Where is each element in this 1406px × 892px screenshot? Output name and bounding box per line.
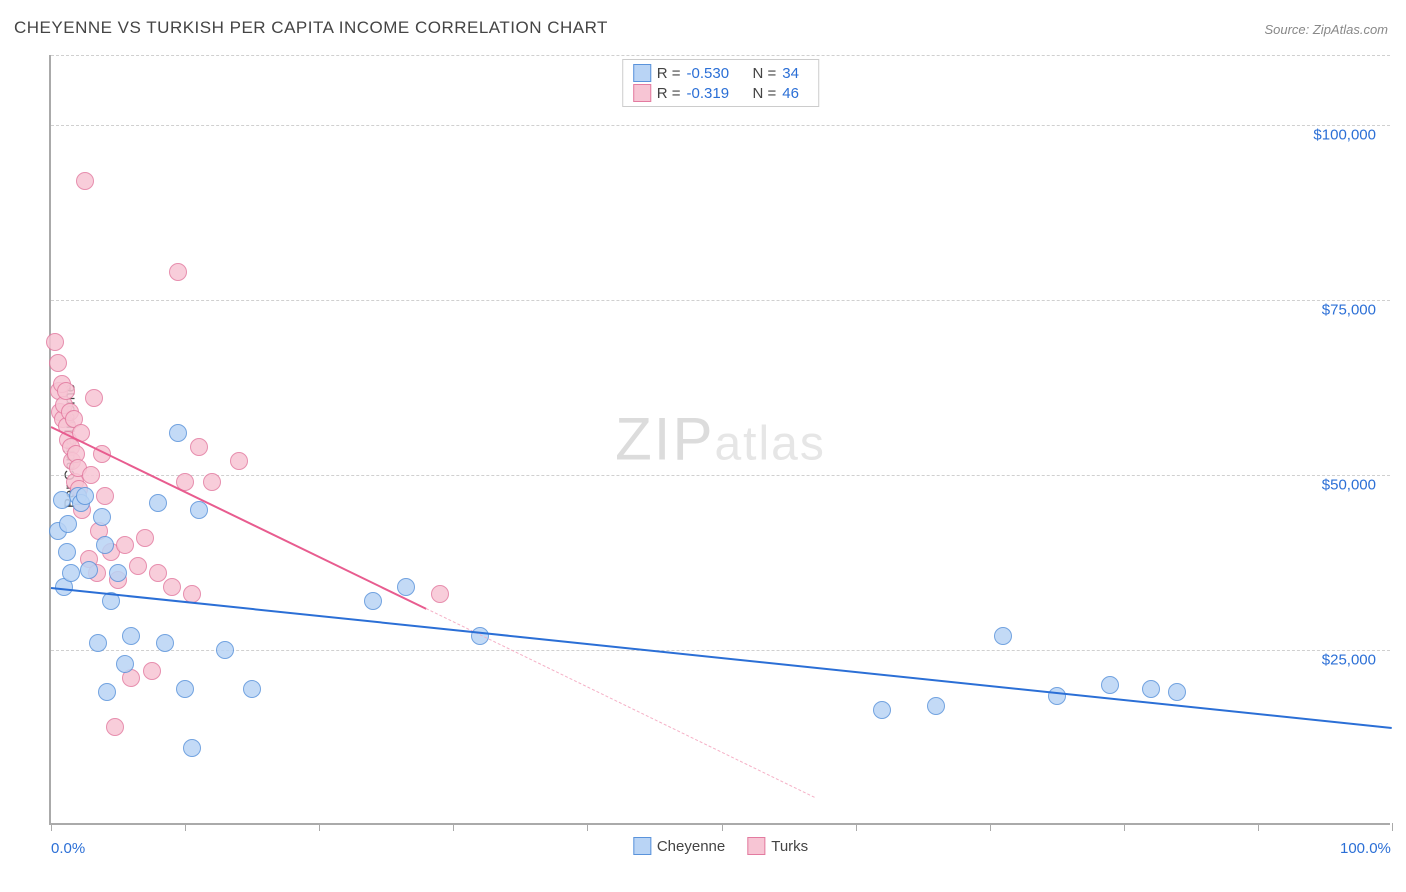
data-point-cheyenne [994, 627, 1012, 645]
data-point-cheyenne [1048, 687, 1066, 705]
data-point-cheyenne [93, 508, 111, 526]
x-tick [453, 823, 454, 831]
regression-line [426, 608, 815, 798]
data-point-turks [96, 487, 114, 505]
data-point-turks [163, 578, 181, 596]
y-tick-label: $50,000 [1322, 477, 1376, 494]
chart-title: CHEYENNE VS TURKISH PER CAPITA INCOME CO… [14, 18, 608, 38]
swatch-cheyenne [633, 64, 651, 82]
data-point-cheyenne [183, 739, 201, 757]
gridline [51, 300, 1390, 301]
gridline [51, 125, 1390, 126]
data-point-turks [203, 473, 221, 491]
x-tick [722, 823, 723, 831]
data-point-cheyenne [471, 627, 489, 645]
y-tick-label: $25,000 [1322, 652, 1376, 669]
data-point-cheyenne [80, 561, 98, 579]
data-point-cheyenne [1101, 676, 1119, 694]
watermark: ZIPatlas [615, 405, 826, 474]
x-tick [185, 823, 186, 831]
data-point-cheyenne [1142, 680, 1160, 698]
data-point-cheyenne [176, 680, 194, 698]
data-point-turks [82, 466, 100, 484]
data-point-turks [76, 172, 94, 190]
data-point-cheyenne [58, 543, 76, 561]
x-tick-label: 100.0% [1340, 840, 1391, 857]
stats-row-turks: R = -0.319 N = 46 [633, 83, 809, 103]
data-point-cheyenne [122, 627, 140, 645]
data-point-cheyenne [190, 501, 208, 519]
data-point-cheyenne [62, 564, 80, 582]
data-point-turks [57, 382, 75, 400]
data-point-turks [85, 389, 103, 407]
plot-area: ZIPatlas R = -0.530 N = 34 R = -0.319 N … [49, 55, 1390, 825]
data-point-cheyenne [116, 655, 134, 673]
r-value-turks: -0.319 [687, 85, 747, 102]
data-point-turks [129, 557, 147, 575]
data-point-turks [136, 529, 154, 547]
legend-item-cheyenne: Cheyenne [633, 837, 725, 855]
data-point-cheyenne [243, 680, 261, 698]
gridline [51, 650, 1390, 651]
n-value-cheyenne: 34 [782, 65, 808, 82]
data-point-turks [46, 333, 64, 351]
stats-row-cheyenne: R = -0.530 N = 34 [633, 63, 809, 83]
watermark-atlas: atlas [714, 418, 825, 471]
data-point-turks [190, 438, 208, 456]
gridline [51, 55, 1390, 56]
data-point-cheyenne [109, 564, 127, 582]
x-tick [1124, 823, 1125, 831]
legend-item-turks: Turks [747, 837, 808, 855]
source-attribution: Source: ZipAtlas.com [1264, 22, 1388, 37]
x-tick [856, 823, 857, 831]
data-point-cheyenne [216, 641, 234, 659]
data-point-cheyenne [873, 701, 891, 719]
data-point-cheyenne [149, 494, 167, 512]
x-tick [1392, 823, 1393, 831]
data-point-cheyenne [59, 515, 77, 533]
swatch-cheyenne [633, 837, 651, 855]
data-point-cheyenne [1168, 683, 1186, 701]
data-point-turks [49, 354, 67, 372]
n-value-turks: 46 [782, 85, 808, 102]
y-tick-label: $75,000 [1322, 302, 1376, 319]
data-point-cheyenne [76, 487, 94, 505]
watermark-zip: ZIP [615, 406, 714, 473]
r-label: R = [657, 85, 681, 102]
regression-line [51, 587, 1392, 729]
x-tick [319, 823, 320, 831]
data-point-turks [149, 564, 167, 582]
data-point-turks [169, 263, 187, 281]
gridline [51, 475, 1390, 476]
data-point-cheyenne [927, 697, 945, 715]
data-point-cheyenne [364, 592, 382, 610]
data-point-cheyenne [169, 424, 187, 442]
data-point-cheyenne [89, 634, 107, 652]
r-label: R = [657, 65, 681, 82]
swatch-turks [633, 84, 651, 102]
data-point-cheyenne [156, 634, 174, 652]
legend-label-cheyenne: Cheyenne [657, 838, 725, 855]
swatch-turks [747, 837, 765, 855]
data-point-cheyenne [96, 536, 114, 554]
data-point-cheyenne [98, 683, 116, 701]
legend-label-turks: Turks [771, 838, 808, 855]
data-point-turks [106, 718, 124, 736]
n-label: N = [753, 65, 777, 82]
x-tick [990, 823, 991, 831]
x-tick [51, 823, 52, 831]
data-point-turks [116, 536, 134, 554]
data-point-turks [431, 585, 449, 603]
r-value-cheyenne: -0.530 [687, 65, 747, 82]
stats-legend-box: R = -0.530 N = 34 R = -0.319 N = 46 [622, 59, 820, 107]
x-tick [1258, 823, 1259, 831]
x-tick [587, 823, 588, 831]
y-tick-label: $100,000 [1313, 127, 1376, 144]
data-point-turks [230, 452, 248, 470]
legend-bottom: Cheyenne Turks [633, 837, 808, 855]
data-point-turks [143, 662, 161, 680]
data-point-cheyenne [397, 578, 415, 596]
x-tick-label: 0.0% [51, 840, 85, 857]
n-label: N = [753, 85, 777, 102]
